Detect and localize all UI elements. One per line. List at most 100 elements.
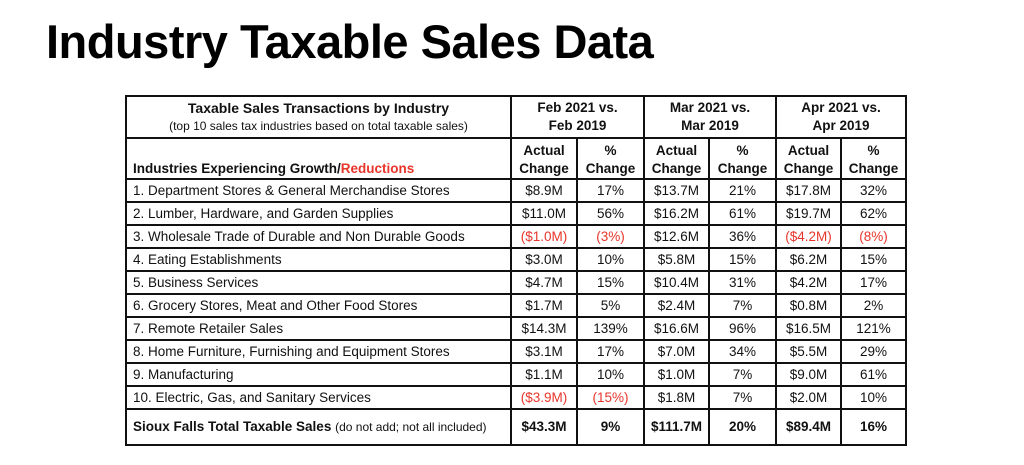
actual-change-cell: $13.7M <box>643 178 710 203</box>
percent-change-cell: 96% <box>708 316 777 341</box>
actual-change-cell: $5.5M <box>775 339 842 364</box>
percent-change-cell: 56% <box>576 201 645 226</box>
actual-change-cell: $11.0M <box>510 201 578 226</box>
table-heading-cell: Taxable Sales Transactions by Industry (… <box>125 95 512 139</box>
table-row: 1. Department Stores & General Merchandi… <box>125 178 907 203</box>
actual-change-cell: $8.9M <box>510 178 578 203</box>
percent-change-cell: 15% <box>708 247 777 272</box>
reductions-label: Reductions <box>340 161 415 176</box>
industry-name: 1. Department Stores & General Merchandi… <box>125 178 512 203</box>
actual-change-header: Actual Change <box>643 137 710 180</box>
actual-change-cell: $2.0M <box>775 385 842 410</box>
header-line1: % <box>867 143 880 158</box>
actual-change-cell: $7.0M <box>643 339 710 364</box>
table-row: 3. Wholesale Trade of Durable and Non Du… <box>125 224 907 249</box>
period-line2: Feb 2019 <box>548 118 607 133</box>
percent-change-cell: 10% <box>576 362 645 387</box>
industry-name: 5. Business Services <box>125 270 512 295</box>
percent-change-cell: (15%) <box>576 385 645 410</box>
header-line2: Change <box>848 161 899 176</box>
actual-change-cell: $4.7M <box>510 270 578 295</box>
table-row: 4. Eating Establishments $3.0M 10% $5.8M 15%… <box>125 247 907 272</box>
actual-change-cell: $16.6M <box>643 316 710 341</box>
industry-name: 6. Grocery Stores, Meat and Other Food S… <box>125 293 512 318</box>
industry-column-header: Industries Experiencing Growth/Reduction… <box>125 137 512 180</box>
industry-name: 3. Wholesale Trade of Durable and Non Du… <box>125 224 512 249</box>
percent-change-cell: 15% <box>576 270 645 295</box>
actual-change-header: Actual Change <box>775 137 842 180</box>
actual-change-cell: $3.0M <box>510 247 578 272</box>
total-label-cell: Sioux Falls Total Taxable Sales (do not … <box>125 408 512 446</box>
total-actual-change: $43.3M <box>510 408 578 446</box>
percent-change-cell: 21% <box>708 178 777 203</box>
percent-change-cell: (8%) <box>840 224 907 249</box>
header-line1: % <box>604 143 617 158</box>
actual-change-cell: $16.5M <box>775 316 842 341</box>
period-mar: Mar 2021 vs. Mar 2019 <box>643 95 777 139</box>
period-line1: Apr 2021 vs. <box>801 100 881 115</box>
percent-change-cell: 121% <box>840 316 907 341</box>
header-line2: Change <box>783 161 834 176</box>
percent-change-cell: 17% <box>840 270 907 295</box>
actual-change-cell: $1.0M <box>643 362 710 387</box>
actual-change-cell: $6.2M <box>775 247 842 272</box>
total-actual-change: $89.4M <box>775 408 842 446</box>
actual-change-cell: $1.8M <box>643 385 710 410</box>
industry-name: 8. Home Furniture, Furnishing and Equipm… <box>125 339 512 364</box>
percent-change-cell: 7% <box>708 385 777 410</box>
percent-change-cell: 139% <box>576 316 645 341</box>
total-percent-change: 16% <box>840 408 907 446</box>
percent-change-cell: 32% <box>840 178 907 203</box>
actual-change-cell: $17.8M <box>775 178 842 203</box>
table-row: 7. Remote Retailer Sales $14.3M 139% $16.6M… <box>125 316 907 341</box>
header-line2: Change <box>651 161 702 176</box>
header-line2: Change <box>717 161 768 176</box>
header-line2: Change <box>519 161 569 176</box>
percent-change-cell: 7% <box>708 362 777 387</box>
percent-change-header: % Change <box>708 137 777 180</box>
column-header-row: Industries Experiencing Growth/Reduction… <box>125 137 907 180</box>
taxable-sales-table: Taxable Sales Transactions by Industry (… <box>125 95 907 446</box>
table-subheading: (top 10 sales tax industries based on to… <box>169 119 468 133</box>
page-title: Industry Taxable Sales Data <box>46 15 654 68</box>
period-line1: Mar 2021 vs. <box>669 100 751 115</box>
actual-change-cell: $9.0M <box>775 362 842 387</box>
percent-change-cell: 10% <box>840 385 907 410</box>
percent-change-cell: 36% <box>708 224 777 249</box>
percent-change-cell: 61% <box>708 201 777 226</box>
period-line2: Mar 2019 <box>681 118 739 133</box>
actual-change-cell: $10.4M <box>643 270 710 295</box>
header-line1: Actual <box>523 143 565 158</box>
actual-change-cell: $3.1M <box>510 339 578 364</box>
period-feb: Feb 2021 vs. Feb 2019 <box>510 95 645 139</box>
table-row: 6. Grocery Stores, Meat and Other Food S… <box>125 293 907 318</box>
table-heading: Taxable Sales Transactions by Industry <box>187 100 450 116</box>
percent-change-cell: 17% <box>576 178 645 203</box>
period-apr: Apr 2021 vs. Apr 2019 <box>775 95 907 139</box>
actual-change-cell: $16.2M <box>643 201 710 226</box>
actual-change-cell: $19.7M <box>775 201 842 226</box>
total-percent-change: 9% <box>576 408 645 446</box>
actual-change-cell: ($3.9M) <box>510 385 578 410</box>
total-label: Sioux Falls Total Taxable Sales <box>133 419 332 434</box>
percent-change-cell: 2% <box>840 293 907 318</box>
actual-change-cell: $12.6M <box>643 224 710 249</box>
header-line2: Change <box>585 161 636 176</box>
percent-change-cell: 7% <box>708 293 777 318</box>
table-row: 5. Business Services $4.7M 15% $10.4M 31% $4.… <box>125 270 907 295</box>
actual-change-cell: $14.3M <box>510 316 578 341</box>
growth-label: Industries Experiencing Growth/ <box>133 161 341 176</box>
percent-change-cell: 29% <box>840 339 907 364</box>
actual-change-cell: ($4.2M) <box>775 224 842 249</box>
industry-name: 10. Electric, Gas, and Sanitary Services <box>125 385 512 410</box>
actual-change-cell: $2.4M <box>643 293 710 318</box>
period-line2: Apr 2019 <box>812 118 870 133</box>
actual-change-header: Actual Change <box>510 137 578 180</box>
percent-change-cell: (3%) <box>576 224 645 249</box>
actual-change-cell: $1.7M <box>510 293 578 318</box>
total-row: Sioux Falls Total Taxable Sales (do not … <box>125 408 907 446</box>
actual-change-cell: $0.8M <box>775 293 842 318</box>
header-line1: Actual <box>787 143 830 158</box>
actual-change-cell: $1.1M <box>510 362 578 387</box>
table-row: 10. Electric, Gas, and Sanitary Services… <box>125 385 907 410</box>
